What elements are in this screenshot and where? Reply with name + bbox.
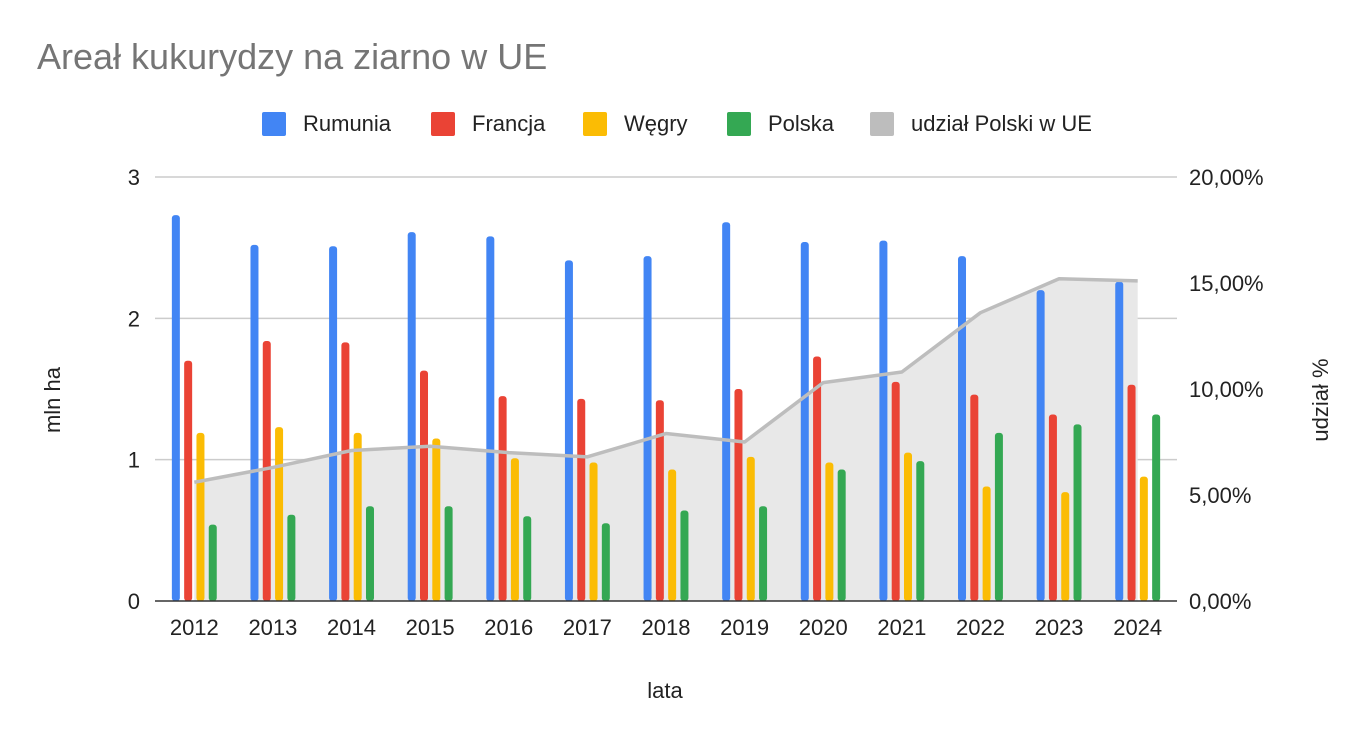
bar-polska-2023: [1073, 424, 1082, 601]
bar-polska-2022: [994, 432, 1003, 601]
bar-rumunia-2014: [329, 246, 338, 601]
bar-polska-2013: [287, 514, 296, 601]
legend-item: Polska: [727, 108, 834, 140]
legend-item: Węgry: [583, 108, 688, 140]
bar-rumunia-2013: [250, 244, 259, 601]
bar-francja-2024: [1127, 384, 1136, 601]
bar-węgry-2015: [432, 438, 441, 601]
bar-francja-2023: [1048, 414, 1057, 601]
bar-węgry-2016: [510, 458, 519, 601]
bar-rumunia-2019: [722, 222, 731, 601]
legend-item: Francja: [431, 108, 545, 140]
y-tick-label: 0: [128, 589, 140, 614]
bar-polska-2017: [601, 523, 610, 601]
bar-rumunia-2016: [486, 236, 495, 602]
legend-label: Francja: [472, 111, 546, 136]
legend-swatch: [262, 112, 286, 136]
bar-francja-2019: [734, 389, 743, 601]
bar-polska-2014: [365, 506, 374, 601]
y2-tick-label: 10,00%: [1189, 377, 1264, 402]
bar-francja-2022: [970, 394, 979, 601]
bar-francja-2017: [577, 398, 586, 601]
y2-tick-label: 5,00%: [1189, 483, 1251, 508]
bar-polska-2019: [759, 506, 768, 601]
chart-title: Areał kukurydzy na ziarno w UE: [37, 36, 548, 77]
x-tick-label: 2014: [327, 615, 376, 640]
y-tick-label: 3: [128, 165, 140, 190]
x-tick-label: 2015: [406, 615, 455, 640]
x-tick-label: 2023: [1035, 615, 1084, 640]
bar-polska-2016: [523, 516, 532, 601]
bar-francja-2013: [262, 340, 271, 601]
bar-rumunia-2022: [958, 256, 967, 601]
legend-item: Rumunia: [262, 108, 391, 140]
bar-węgry-2013: [275, 427, 284, 601]
bar-polska-2012: [208, 524, 217, 601]
y2-tick-label: 20,00%: [1189, 165, 1264, 190]
bar-rumunia-2018: [643, 256, 652, 601]
y2-tick-label: 0,00%: [1189, 589, 1251, 614]
bar-rumunia-2015: [407, 232, 416, 601]
x-tick-label: 2022: [956, 615, 1005, 640]
bar-węgry-2014: [353, 432, 362, 601]
bar-polska-2018: [680, 510, 689, 601]
x-tick-label: 2012: [170, 615, 219, 640]
bar-węgry-2021: [903, 452, 912, 601]
bar-węgry-2018: [668, 469, 677, 601]
bar-węgry-2020: [825, 462, 834, 601]
bar-polska-2015: [444, 506, 453, 601]
y-tick-label: 1: [128, 448, 140, 473]
legend-label: Polska: [768, 111, 835, 136]
y-axis-title: mln ha: [40, 366, 65, 433]
share-area-fill: [194, 278, 1138, 601]
bar-polska-2024: [1152, 414, 1161, 601]
legend-label: udział Polski w UE: [911, 111, 1092, 136]
legend: Rumunia Francja Węgry Polska udział Polski w…: [0, 108, 1370, 140]
bar-węgry-2012: [196, 432, 205, 601]
x-tick-label: 2024: [1113, 615, 1162, 640]
bar-rumunia-2017: [564, 260, 573, 601]
y2-tick-label: 15,00%: [1189, 271, 1264, 296]
x-tick-label: 2018: [642, 615, 691, 640]
bar-rumunia-2020: [800, 242, 809, 601]
bar-węgry-2023: [1061, 492, 1070, 601]
bar-polska-2020: [837, 469, 846, 601]
bar-rumunia-2023: [1036, 290, 1045, 601]
x-axis-title: lata: [647, 678, 683, 703]
bar-polska-2021: [916, 461, 925, 601]
bar-węgry-2019: [746, 456, 755, 601]
bar-francja-2021: [891, 381, 900, 601]
bar-węgry-2024: [1139, 476, 1148, 601]
y-tick-label: 2: [128, 306, 140, 331]
x-tick-label: 2019: [720, 615, 769, 640]
x-tick-label: 2016: [484, 615, 533, 640]
bar-francja-2020: [813, 356, 822, 601]
bar-węgry-2017: [589, 462, 598, 601]
bar-węgry-2022: [982, 486, 991, 601]
bar-francja-2015: [420, 370, 429, 601]
legend-swatch: [583, 112, 607, 136]
legend-item: udział Polski w UE: [870, 108, 1092, 140]
bar-francja-2014: [341, 342, 350, 601]
legend-label: Węgry: [624, 111, 688, 136]
bar-francja-2012: [184, 360, 193, 601]
x-tick-label: 2021: [877, 615, 926, 640]
legend-swatch: [727, 112, 751, 136]
legend-swatch: [431, 112, 455, 136]
bar-rumunia-2021: [879, 240, 888, 601]
bar-rumunia-2012: [171, 215, 180, 601]
x-tick-label: 2020: [799, 615, 848, 640]
x-tick-label: 2017: [563, 615, 612, 640]
y2-axis-title: udział %: [1308, 358, 1333, 441]
legend-label: Rumunia: [303, 111, 392, 136]
bar-rumunia-2024: [1115, 281, 1124, 601]
x-tick-label: 2013: [248, 615, 297, 640]
bar-francja-2016: [498, 396, 507, 601]
bar-francja-2018: [655, 400, 664, 601]
legend-swatch: [870, 112, 894, 136]
